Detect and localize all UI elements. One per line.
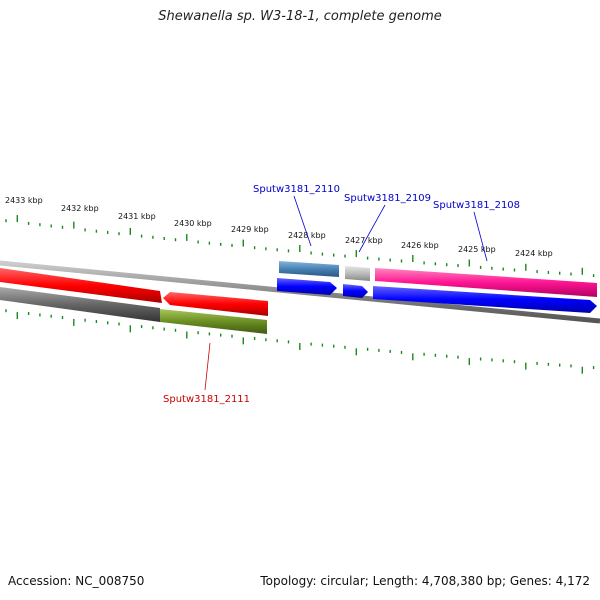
gene-label-sputw3181-2110[interactable]: Sputw3181_2110 bbox=[253, 184, 340, 195]
gene-feature-sputw3181-2110[interactable] bbox=[279, 261, 339, 277]
genome-summary-text: Topology: circular; Length: 4,708,380 bp… bbox=[260, 574, 590, 588]
leader-line-2110 bbox=[293, 195, 312, 247]
scale-label: 2426 kbp bbox=[401, 241, 439, 250]
gene-feature-gray[interactable] bbox=[0, 287, 160, 322]
scale-label: 2427 kbp bbox=[345, 236, 383, 245]
gene-feature-red-forward[interactable] bbox=[0, 268, 162, 303]
leader-line-2108 bbox=[473, 211, 488, 262]
leader-line-2109 bbox=[358, 204, 386, 253]
scale-label: 2433 kbp bbox=[5, 196, 43, 205]
gene-feature-red-reverse[interactable] bbox=[163, 292, 268, 316]
scale-label: 2428 kbp bbox=[288, 231, 326, 240]
gene-feature-blue-3[interactable] bbox=[373, 286, 597, 313]
scale-labels: 2433 kbp 2432 kbp 2431 kbp 2430 kbp 2429… bbox=[5, 196, 553, 258]
scale-ticks-upper bbox=[5, 215, 595, 278]
accession-text: Accession: NC_008750 bbox=[8, 574, 145, 588]
scale-label: 2424 kbp bbox=[515, 249, 553, 258]
gene-label-sputw3181-2111[interactable]: Sputw3181_2111 bbox=[163, 394, 250, 405]
scale-label: 2432 kbp bbox=[61, 204, 99, 213]
gene-feature-sputw3181-2109[interactable] bbox=[345, 266, 370, 281]
gene-feature-blue-2[interactable] bbox=[343, 284, 368, 298]
gene-feature-sputw3181-2108[interactable] bbox=[375, 268, 597, 297]
scale-label: 2430 kbp bbox=[174, 219, 212, 228]
genome-title: Shewanella sp. W3-18-1, complete genome bbox=[158, 9, 442, 24]
scale-ticks-lower bbox=[5, 309, 595, 374]
gene-label-sputw3181-2109[interactable]: Sputw3181_2109 bbox=[344, 193, 431, 204]
scale-label: 2425 kbp bbox=[458, 245, 496, 254]
gene-feature-blue-1[interactable] bbox=[277, 278, 337, 295]
gene-label-sputw3181-2108[interactable]: Sputw3181_2108 bbox=[433, 200, 520, 211]
leader-line-2111 bbox=[204, 342, 211, 391]
scale-label: 2431 kbp bbox=[118, 212, 156, 221]
gene-feature-sputw3181-2111[interactable] bbox=[160, 309, 267, 334]
scale-label: 2429 kbp bbox=[231, 225, 269, 234]
